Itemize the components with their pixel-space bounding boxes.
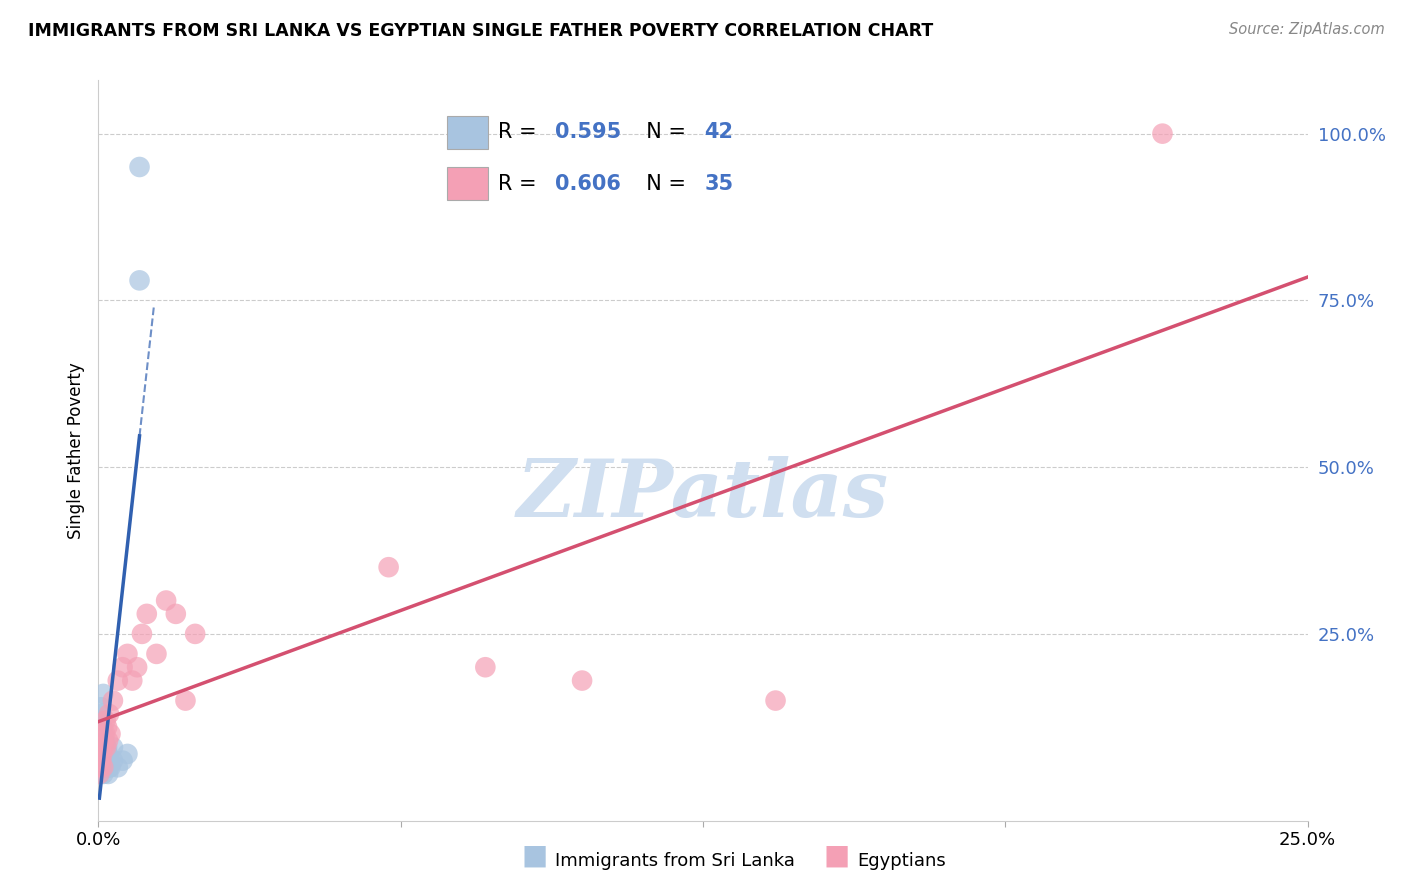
Point bbox=[94, 714, 117, 728]
Point bbox=[135, 607, 157, 621]
Point bbox=[97, 747, 120, 761]
Point bbox=[90, 733, 112, 747]
Text: Source: ZipAtlas.com: Source: ZipAtlas.com bbox=[1229, 22, 1385, 37]
Point bbox=[91, 760, 114, 774]
Point bbox=[89, 767, 111, 781]
Point bbox=[765, 693, 787, 707]
Point bbox=[89, 754, 111, 768]
Point bbox=[89, 767, 111, 781]
Point bbox=[131, 627, 153, 641]
Point bbox=[90, 727, 112, 741]
Point bbox=[107, 673, 129, 688]
Point bbox=[100, 760, 122, 774]
Point bbox=[90, 747, 112, 761]
Point bbox=[91, 760, 114, 774]
Text: ■: ■ bbox=[824, 842, 849, 870]
Point bbox=[101, 693, 124, 707]
Point bbox=[90, 740, 112, 755]
Point bbox=[96, 760, 118, 774]
Point bbox=[101, 754, 124, 768]
Point bbox=[90, 706, 112, 721]
Point bbox=[97, 733, 120, 747]
Point bbox=[93, 733, 115, 747]
Point bbox=[89, 760, 111, 774]
Text: Egyptians: Egyptians bbox=[858, 852, 946, 870]
Point bbox=[91, 767, 114, 781]
Point bbox=[91, 740, 114, 755]
Point bbox=[100, 727, 122, 741]
Point bbox=[128, 273, 150, 287]
Point bbox=[98, 754, 121, 768]
Point bbox=[174, 693, 197, 707]
Point bbox=[89, 754, 111, 768]
Point bbox=[91, 747, 114, 761]
Point bbox=[91, 727, 114, 741]
Y-axis label: Single Father Poverty: Single Father Poverty bbox=[66, 362, 84, 539]
Point bbox=[127, 660, 149, 674]
Point bbox=[90, 754, 112, 768]
Text: IMMIGRANTS FROM SRI LANKA VS EGYPTIAN SINGLE FATHER POVERTY CORRELATION CHART: IMMIGRANTS FROM SRI LANKA VS EGYPTIAN SI… bbox=[28, 22, 934, 40]
Point bbox=[97, 754, 120, 768]
Point bbox=[117, 647, 139, 661]
Point bbox=[90, 760, 112, 774]
Point bbox=[111, 754, 134, 768]
Point bbox=[91, 720, 114, 734]
Point bbox=[94, 747, 117, 761]
Point bbox=[91, 747, 114, 761]
Point bbox=[96, 740, 118, 755]
Point bbox=[101, 740, 124, 755]
Point bbox=[93, 740, 115, 755]
Point bbox=[184, 627, 207, 641]
Point bbox=[94, 727, 117, 741]
Point bbox=[97, 767, 120, 781]
Point bbox=[90, 700, 112, 714]
Point bbox=[91, 733, 114, 747]
Point bbox=[107, 760, 129, 774]
Point bbox=[377, 560, 399, 574]
Point bbox=[121, 673, 143, 688]
Text: ■: ■ bbox=[522, 842, 547, 870]
Point bbox=[96, 720, 118, 734]
Point bbox=[165, 607, 187, 621]
Text: Immigrants from Sri Lanka: Immigrants from Sri Lanka bbox=[555, 852, 796, 870]
Point bbox=[89, 760, 111, 774]
Point bbox=[98, 706, 121, 721]
Point bbox=[155, 593, 177, 607]
Point bbox=[94, 760, 117, 774]
Point bbox=[474, 660, 496, 674]
Point bbox=[111, 660, 134, 674]
Point bbox=[93, 760, 115, 774]
Point bbox=[145, 647, 167, 661]
Point bbox=[89, 740, 111, 755]
Point bbox=[90, 754, 112, 768]
Point bbox=[93, 754, 115, 768]
Point bbox=[128, 160, 150, 174]
Point bbox=[96, 754, 118, 768]
Point bbox=[98, 760, 121, 774]
Point bbox=[571, 673, 593, 688]
Point bbox=[91, 747, 114, 761]
Point bbox=[1152, 127, 1174, 141]
Point bbox=[89, 714, 111, 728]
Point bbox=[94, 740, 117, 755]
Point bbox=[96, 740, 118, 755]
Point bbox=[91, 687, 114, 701]
Text: ZIPatlas: ZIPatlas bbox=[517, 456, 889, 533]
Point bbox=[117, 747, 139, 761]
Point bbox=[89, 727, 111, 741]
